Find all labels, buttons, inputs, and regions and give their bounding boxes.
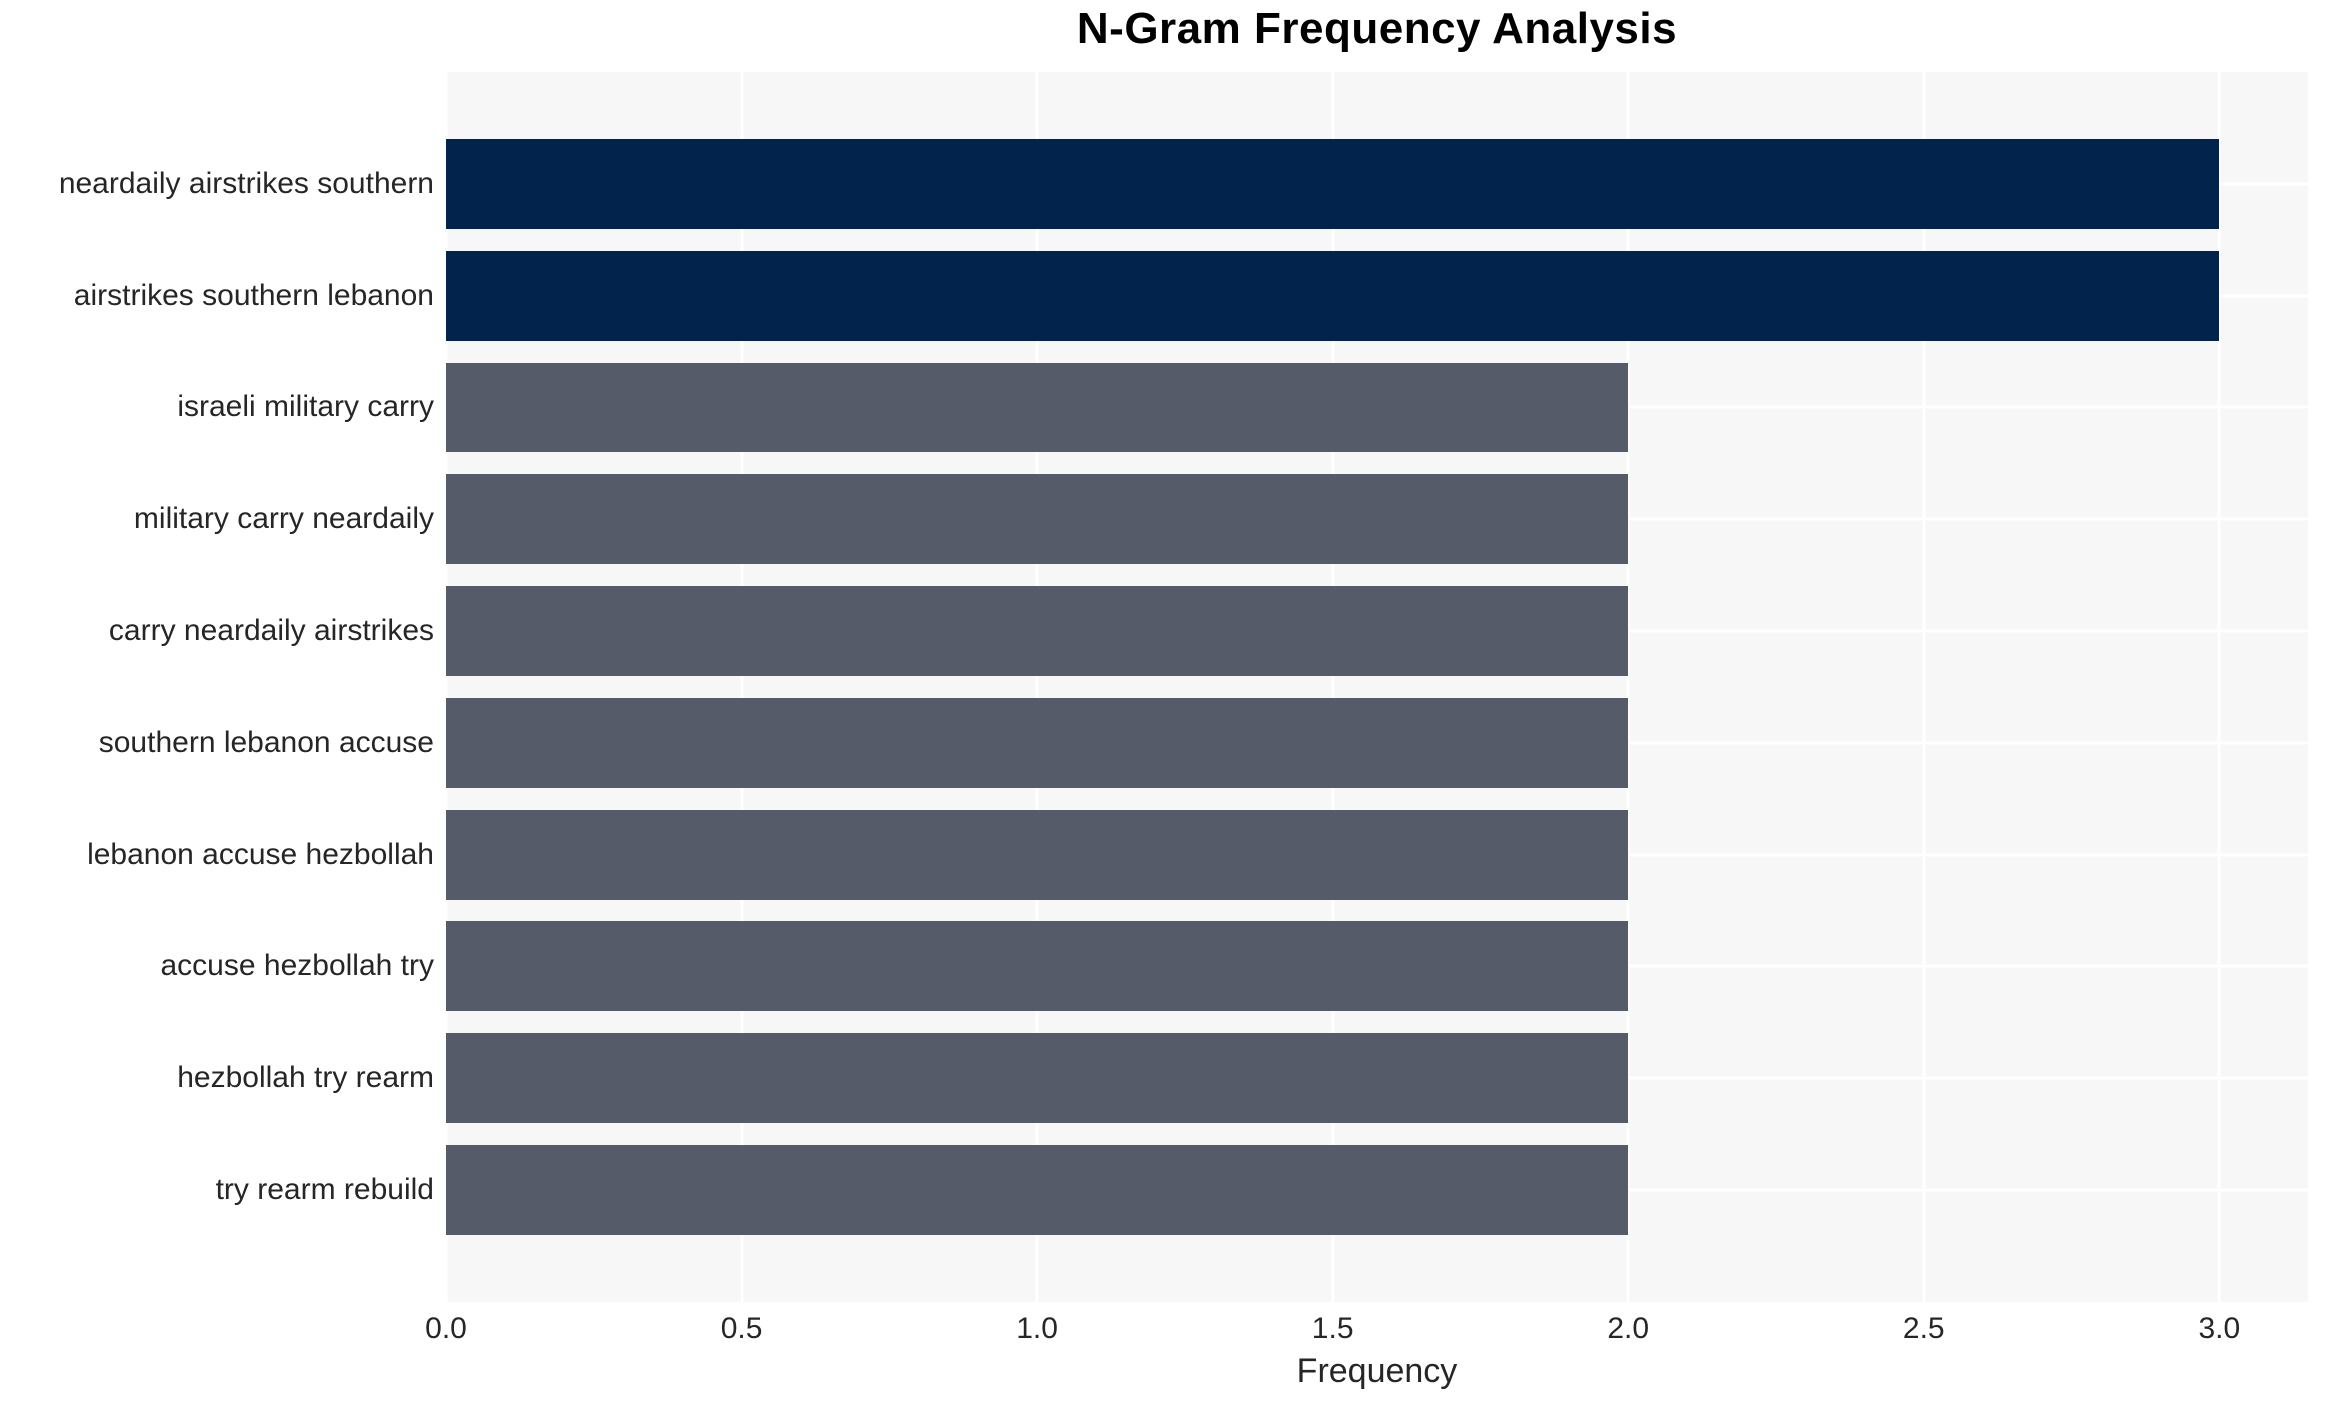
bar-row	[446, 128, 2308, 240]
y-tick-label: try rearm rebuild	[215, 1173, 434, 1207]
x-tick-label: 2.5	[1902, 1312, 1945, 1345]
vertical-gridline	[2217, 72, 2221, 1302]
bar-row	[446, 463, 2308, 575]
bar	[446, 586, 1629, 677]
y-tick-label: carry neardaily airstrikes	[108, 614, 434, 648]
x-tick-label: 2.0	[1607, 1312, 1650, 1345]
plot-area	[444, 72, 2308, 1302]
chart-title: N-Gram Frequency Analysis	[1076, 4, 1678, 53]
x-tick-label: 0.0	[425, 1312, 467, 1345]
x-axis-label: Frequency	[1296, 1352, 1458, 1390]
bar	[446, 250, 2220, 341]
vertical-gridline	[740, 72, 744, 1302]
bar-row	[446, 1134, 2308, 1246]
bar-row	[446, 352, 2308, 464]
bar	[446, 362, 1629, 453]
x-tick-label: 1.5	[1311, 1312, 1354, 1345]
y-tick-label: israeli military carry	[177, 390, 434, 424]
y-tick-label: accuse hezbollah try	[160, 949, 435, 983]
bar-row	[446, 799, 2308, 911]
x-tick-label: 1.0	[1016, 1312, 1058, 1345]
y-tick-label: military carry neardaily	[133, 502, 434, 536]
y-tick-label: lebanon accuse hezbollah	[87, 837, 434, 871]
bar	[446, 809, 1629, 900]
y-tick-label: airstrikes southern lebanon	[73, 278, 434, 312]
bar-row	[446, 575, 2308, 687]
y-tick-label: southern lebanon accuse	[98, 725, 434, 759]
bar-row	[446, 687, 2308, 799]
x-tick-label: 3.0	[2198, 1312, 2241, 1345]
bar	[446, 474, 1629, 565]
x-tick-label: 0.5	[720, 1312, 763, 1345]
bar	[446, 921, 1629, 1012]
y-tick-label: hezbollah try rearm	[177, 1061, 434, 1095]
bars-layer	[446, 72, 2308, 1302]
y-axis-labels: neardaily airstrikes southern airstrikes …	[0, 72, 434, 1302]
x-axis-ticks: 0.0 0.5 1.0 1.5 2.0 2.5 3.0	[425, 1312, 2308, 1348]
vertical-gridline	[444, 72, 448, 1302]
vertical-gridline	[1922, 72, 1926, 1302]
bar-row	[446, 240, 2308, 352]
bar	[446, 697, 1629, 788]
bar	[446, 1033, 1629, 1124]
bar-row	[446, 911, 2308, 1023]
vertical-gridline	[1035, 72, 1039, 1302]
bar	[446, 1145, 1629, 1236]
vertical-gridline	[1331, 72, 1335, 1302]
y-tick-label: neardaily airstrikes southern	[58, 166, 434, 200]
bar-row	[446, 1022, 2308, 1134]
bar	[446, 138, 2220, 229]
vertical-gridline	[1626, 72, 1630, 1302]
